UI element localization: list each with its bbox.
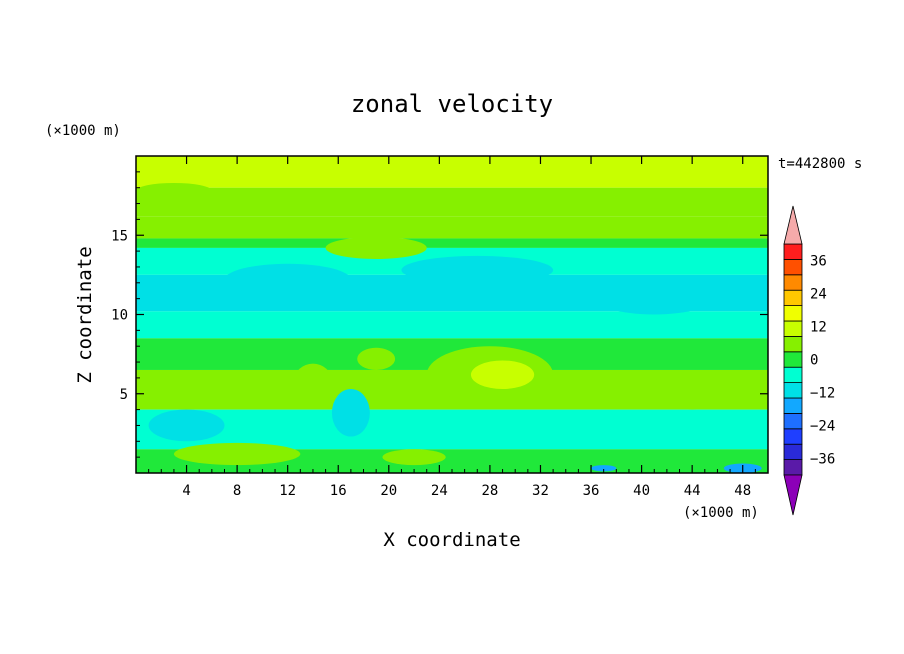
velocity-patch [294,363,332,399]
colorbar-swatch [783,320,803,337]
colorbar-swatch [783,443,803,461]
contour-field [136,156,768,473]
y-axis: 5 10 15 [111,171,768,458]
colorbar-swatch [783,397,803,414]
velocity-patch [502,415,629,442]
velocity-band [136,238,768,248]
y-tick-label: 10 [111,308,128,324]
x-tick-label: 48 [734,483,751,499]
velocity-patch [224,263,351,296]
x-tick-label: 16 [330,483,347,499]
colorbar-swatch [783,382,803,399]
colorbar-lower-arrow [783,474,803,516]
x-tick-label: 32 [532,483,549,499]
colorbar-label: 12 [810,320,827,336]
colorbar: 36 24 12 0 −12 −24 −36 [783,205,835,516]
velocity-patch [401,190,503,210]
y-axis-label: Z coordinate [74,246,96,383]
x-tick-label: 36 [583,483,600,499]
velocity-patch [591,276,718,315]
colorbar-swatch [783,258,803,276]
x-axis-label: X coordinate [383,529,520,551]
x-axis: 4 8 12 16 20 24 28 32 36 40 44 48 [148,156,756,499]
velocity-band [136,311,768,339]
x-tick-label: 40 [633,483,650,499]
colorbar-label: 24 [810,287,827,303]
velocity-patch [173,442,301,466]
time-label: t=442800 s [778,156,862,172]
y-unit-label: (×1000 m) [45,123,121,139]
colorbar-label: −12 [810,386,835,402]
velocity-patch [401,255,554,285]
velocity-patch [325,236,427,260]
colorbar-label: −24 [810,419,835,435]
y-tick-label: 5 [120,387,128,403]
x-tick-label: 24 [431,483,448,499]
colorbar-label: 36 [810,254,827,270]
colorbar-swatch [783,351,803,368]
colorbar-label: 0 [810,353,818,369]
x-tick-label: 8 [233,483,241,499]
colorbar-swatch [783,274,803,291]
velocity-patch [136,182,212,199]
velocity-patch [591,465,617,472]
velocity-patch [647,371,737,410]
velocity-patch [148,409,225,442]
x-tick-label: 12 [279,483,296,499]
x-unit-label: (×1000 m) [683,505,759,521]
colorbar-swatch [783,305,803,322]
colorbar-label: −36 [810,452,835,468]
velocity-band [136,409,768,450]
velocity-patch [357,347,396,370]
y-tick-label: 15 [111,228,128,244]
velocity-patch [331,388,370,437]
colorbar-swatch [783,335,803,353]
x-tick-label: 28 [481,483,498,499]
x-tick-label: 4 [182,483,190,499]
chart-title: zonal velocity [351,90,553,118]
x-tick-label: 20 [380,483,397,499]
colorbar-swatch [783,366,803,384]
x-tick-label: 44 [684,483,701,499]
colorbar-swatch [783,289,803,307]
colorbar-upper-arrow [783,205,803,245]
velocity-patch [641,189,743,206]
colorbar-swatch [783,428,803,445]
velocity-patch [382,449,446,466]
velocity-patch [470,360,535,389]
colorbar-swatch [783,412,803,430]
velocity-band [136,156,768,188]
colorbar-swatch [783,459,803,476]
colorbar-swatch [783,243,803,260]
velocity-band [136,216,768,239]
